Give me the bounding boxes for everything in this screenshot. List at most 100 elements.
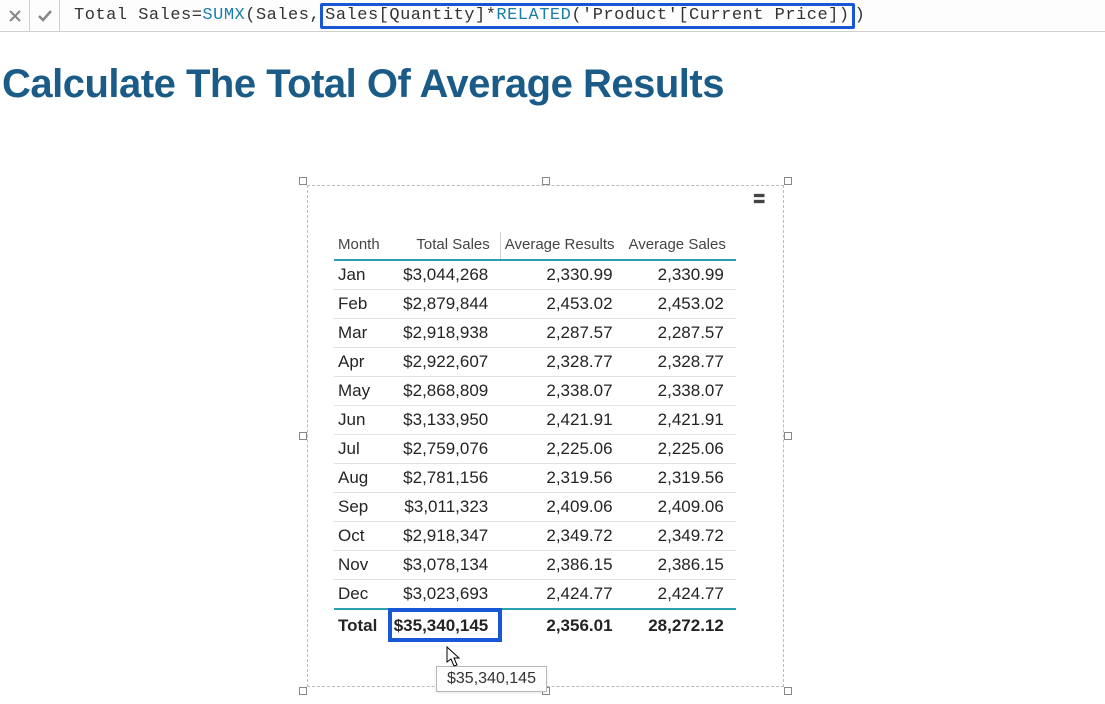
resize-handle-mr[interactable] — [784, 432, 792, 440]
cell-month: May — [334, 377, 390, 406]
cell-total-sales: $3,011,323 — [390, 493, 501, 522]
cell-month: Jul — [334, 435, 390, 464]
formula-cancel-button[interactable] — [0, 0, 30, 31]
table-row: Jun$3,133,9502,421.912,421.91 — [334, 406, 736, 435]
drag-handle-icon[interactable]: ━━ — [754, 194, 765, 206]
total-sales-grand-total[interactable]: $35,340,145 — [390, 609, 501, 640]
cell-avg-sales: 2,338.07 — [625, 377, 736, 406]
resize-handle-bl[interactable] — [299, 687, 307, 695]
formula-commit-button[interactable] — [30, 0, 60, 31]
star: * — [486, 6, 497, 25]
col-product-price: 'Product'[Current Price] — [582, 6, 839, 25]
cell-avg-sales: 2,287.57 — [625, 319, 736, 348]
cell-month: Feb — [334, 290, 390, 319]
paren-open: ( — [245, 6, 256, 25]
cell-avg-sales: 2,319.56 — [625, 464, 736, 493]
table-row: Sep$3,011,3232,409.062,409.06 — [334, 493, 736, 522]
cell-avg-results: 2,349.72 — [500, 522, 624, 551]
cell-avg-sales: 2,409.06 — [625, 493, 736, 522]
cell-avg-results: 2,319.56 — [500, 464, 624, 493]
resize-handle-tm[interactable] — [542, 177, 550, 185]
cell-avg-results: 2,409.06 — [500, 493, 624, 522]
paren-open-2: ( — [571, 6, 582, 25]
table-row: Dec$3,023,6932,424.772,424.77 — [334, 580, 736, 610]
cell-avg-sales: 2,225.06 — [625, 435, 736, 464]
cell-avg-results: 2,338.07 — [500, 377, 624, 406]
resize-handle-tl[interactable] — [299, 177, 307, 185]
cell-month: Nov — [334, 551, 390, 580]
table-row: Apr$2,922,6072,328.772,328.77 — [334, 348, 736, 377]
cell-total-sales: $3,078,134 — [390, 551, 501, 580]
cell-total-sales: $3,023,693 — [390, 580, 501, 610]
table-row: Aug$2,781,1562,319.562,319.56 — [334, 464, 736, 493]
col-header-avg-sales[interactable]: Average Sales — [625, 232, 736, 260]
fn-sumx: SUMX — [202, 6, 245, 25]
cell-month: Sep — [334, 493, 390, 522]
col-header-total-sales[interactable]: Total Sales — [390, 232, 501, 260]
value-tooltip: $35,340,145 — [436, 666, 547, 692]
avg-sales-grand-total: 28,272.12 — [625, 609, 736, 640]
cell-total-sales: $3,044,268 — [390, 260, 501, 290]
cell-total-sales: $2,759,076 — [390, 435, 501, 464]
table-row: May$2,868,8092,338.072,338.07 — [334, 377, 736, 406]
formula-highlight-box: Sales[Quantity] * RELATED ( 'Product'[Cu… — [320, 3, 854, 29]
col-header-avg-results[interactable]: Average Results — [500, 232, 624, 260]
cell-avg-results: 2,421.91 — [500, 406, 624, 435]
resize-handle-tr[interactable] — [784, 177, 792, 185]
total-label: Total — [334, 609, 390, 640]
table-row: Feb$2,879,8442,453.022,453.02 — [334, 290, 736, 319]
paren-close-2: ) — [839, 6, 850, 25]
cell-month: Jan — [334, 260, 390, 290]
cell-avg-results: 2,453.02 — [500, 290, 624, 319]
cell-month: Mar — [334, 319, 390, 348]
page-title: Calculate The Total Of Average Results — [2, 62, 1105, 107]
col-header-month[interactable]: Month — [334, 232, 390, 260]
paren-close: ) — [855, 6, 866, 25]
results-table: Month Total Sales Average Results Averag… — [334, 232, 736, 640]
avg-results-grand-total: 2,356.01 — [500, 609, 624, 640]
cell-avg-results: 2,386.15 — [500, 551, 624, 580]
cell-avg-results: 2,424.77 — [500, 580, 624, 610]
fn-related: RELATED — [496, 6, 571, 25]
table-row: Nov$3,078,1342,386.152,386.15 — [334, 551, 736, 580]
cell-total-sales: $2,918,347 — [390, 522, 501, 551]
total-sales-grand-total-value: $35,340,145 — [394, 616, 489, 635]
equals: = — [192, 6, 203, 25]
cell-total-sales: $2,918,938 — [390, 319, 501, 348]
table-row: Oct$2,918,3472,349.722,349.72 — [334, 522, 736, 551]
cell-avg-sales: 2,453.02 — [625, 290, 736, 319]
resize-handle-br[interactable] — [784, 687, 792, 695]
cell-avg-results: 2,330.99 — [500, 260, 624, 290]
table-row: Jan$3,044,2682,330.992,330.99 — [334, 260, 736, 290]
table-total-row: Total $35,340,145 2,356.01 28,272.12 — [334, 609, 736, 640]
cell-total-sales: $2,781,156 — [390, 464, 501, 493]
cell-total-sales: $3,133,950 — [390, 406, 501, 435]
table-row: Jul$2,759,0762,225.062,225.06 — [334, 435, 736, 464]
cell-total-sales: $2,879,844 — [390, 290, 501, 319]
cell-avg-sales: 2,424.77 — [625, 580, 736, 610]
cell-avg-sales: 2,330.99 — [625, 260, 736, 290]
cell-total-sales: $2,922,607 — [390, 348, 501, 377]
cell-avg-results: 2,225.06 — [500, 435, 624, 464]
cell-avg-results: 2,287.57 — [500, 319, 624, 348]
cell-month: Dec — [334, 580, 390, 610]
comma: , — [309, 6, 320, 25]
cell-avg-sales: 2,386.15 — [625, 551, 736, 580]
cell-month: Aug — [334, 464, 390, 493]
cell-avg-results: 2,328.77 — [500, 348, 624, 377]
table-visual[interactable]: ━━ Month Total Sales Average Results Ave… — [308, 186, 783, 686]
formula-input[interactable]: Total Sales = SUMX ( Sales , Sales[Quant… — [60, 0, 1105, 31]
cell-avg-sales: 2,328.77 — [625, 348, 736, 377]
resize-handle-ml[interactable] — [299, 432, 307, 440]
cell-month: Apr — [334, 348, 390, 377]
cell-month: Oct — [334, 522, 390, 551]
table-row: Mar$2,918,9382,287.572,287.57 — [334, 319, 736, 348]
measure-name: Total Sales — [74, 6, 192, 25]
cell-avg-sales: 2,421.91 — [625, 406, 736, 435]
cell-total-sales: $2,868,809 — [390, 377, 501, 406]
cell-avg-sales: 2,349.72 — [625, 522, 736, 551]
col-sales-quantity: Sales[Quantity] — [325, 6, 486, 25]
formula-bar: Total Sales = SUMX ( Sales , Sales[Quant… — [0, 0, 1105, 32]
cell-month: Jun — [334, 406, 390, 435]
table-arg: Sales — [256, 6, 310, 25]
